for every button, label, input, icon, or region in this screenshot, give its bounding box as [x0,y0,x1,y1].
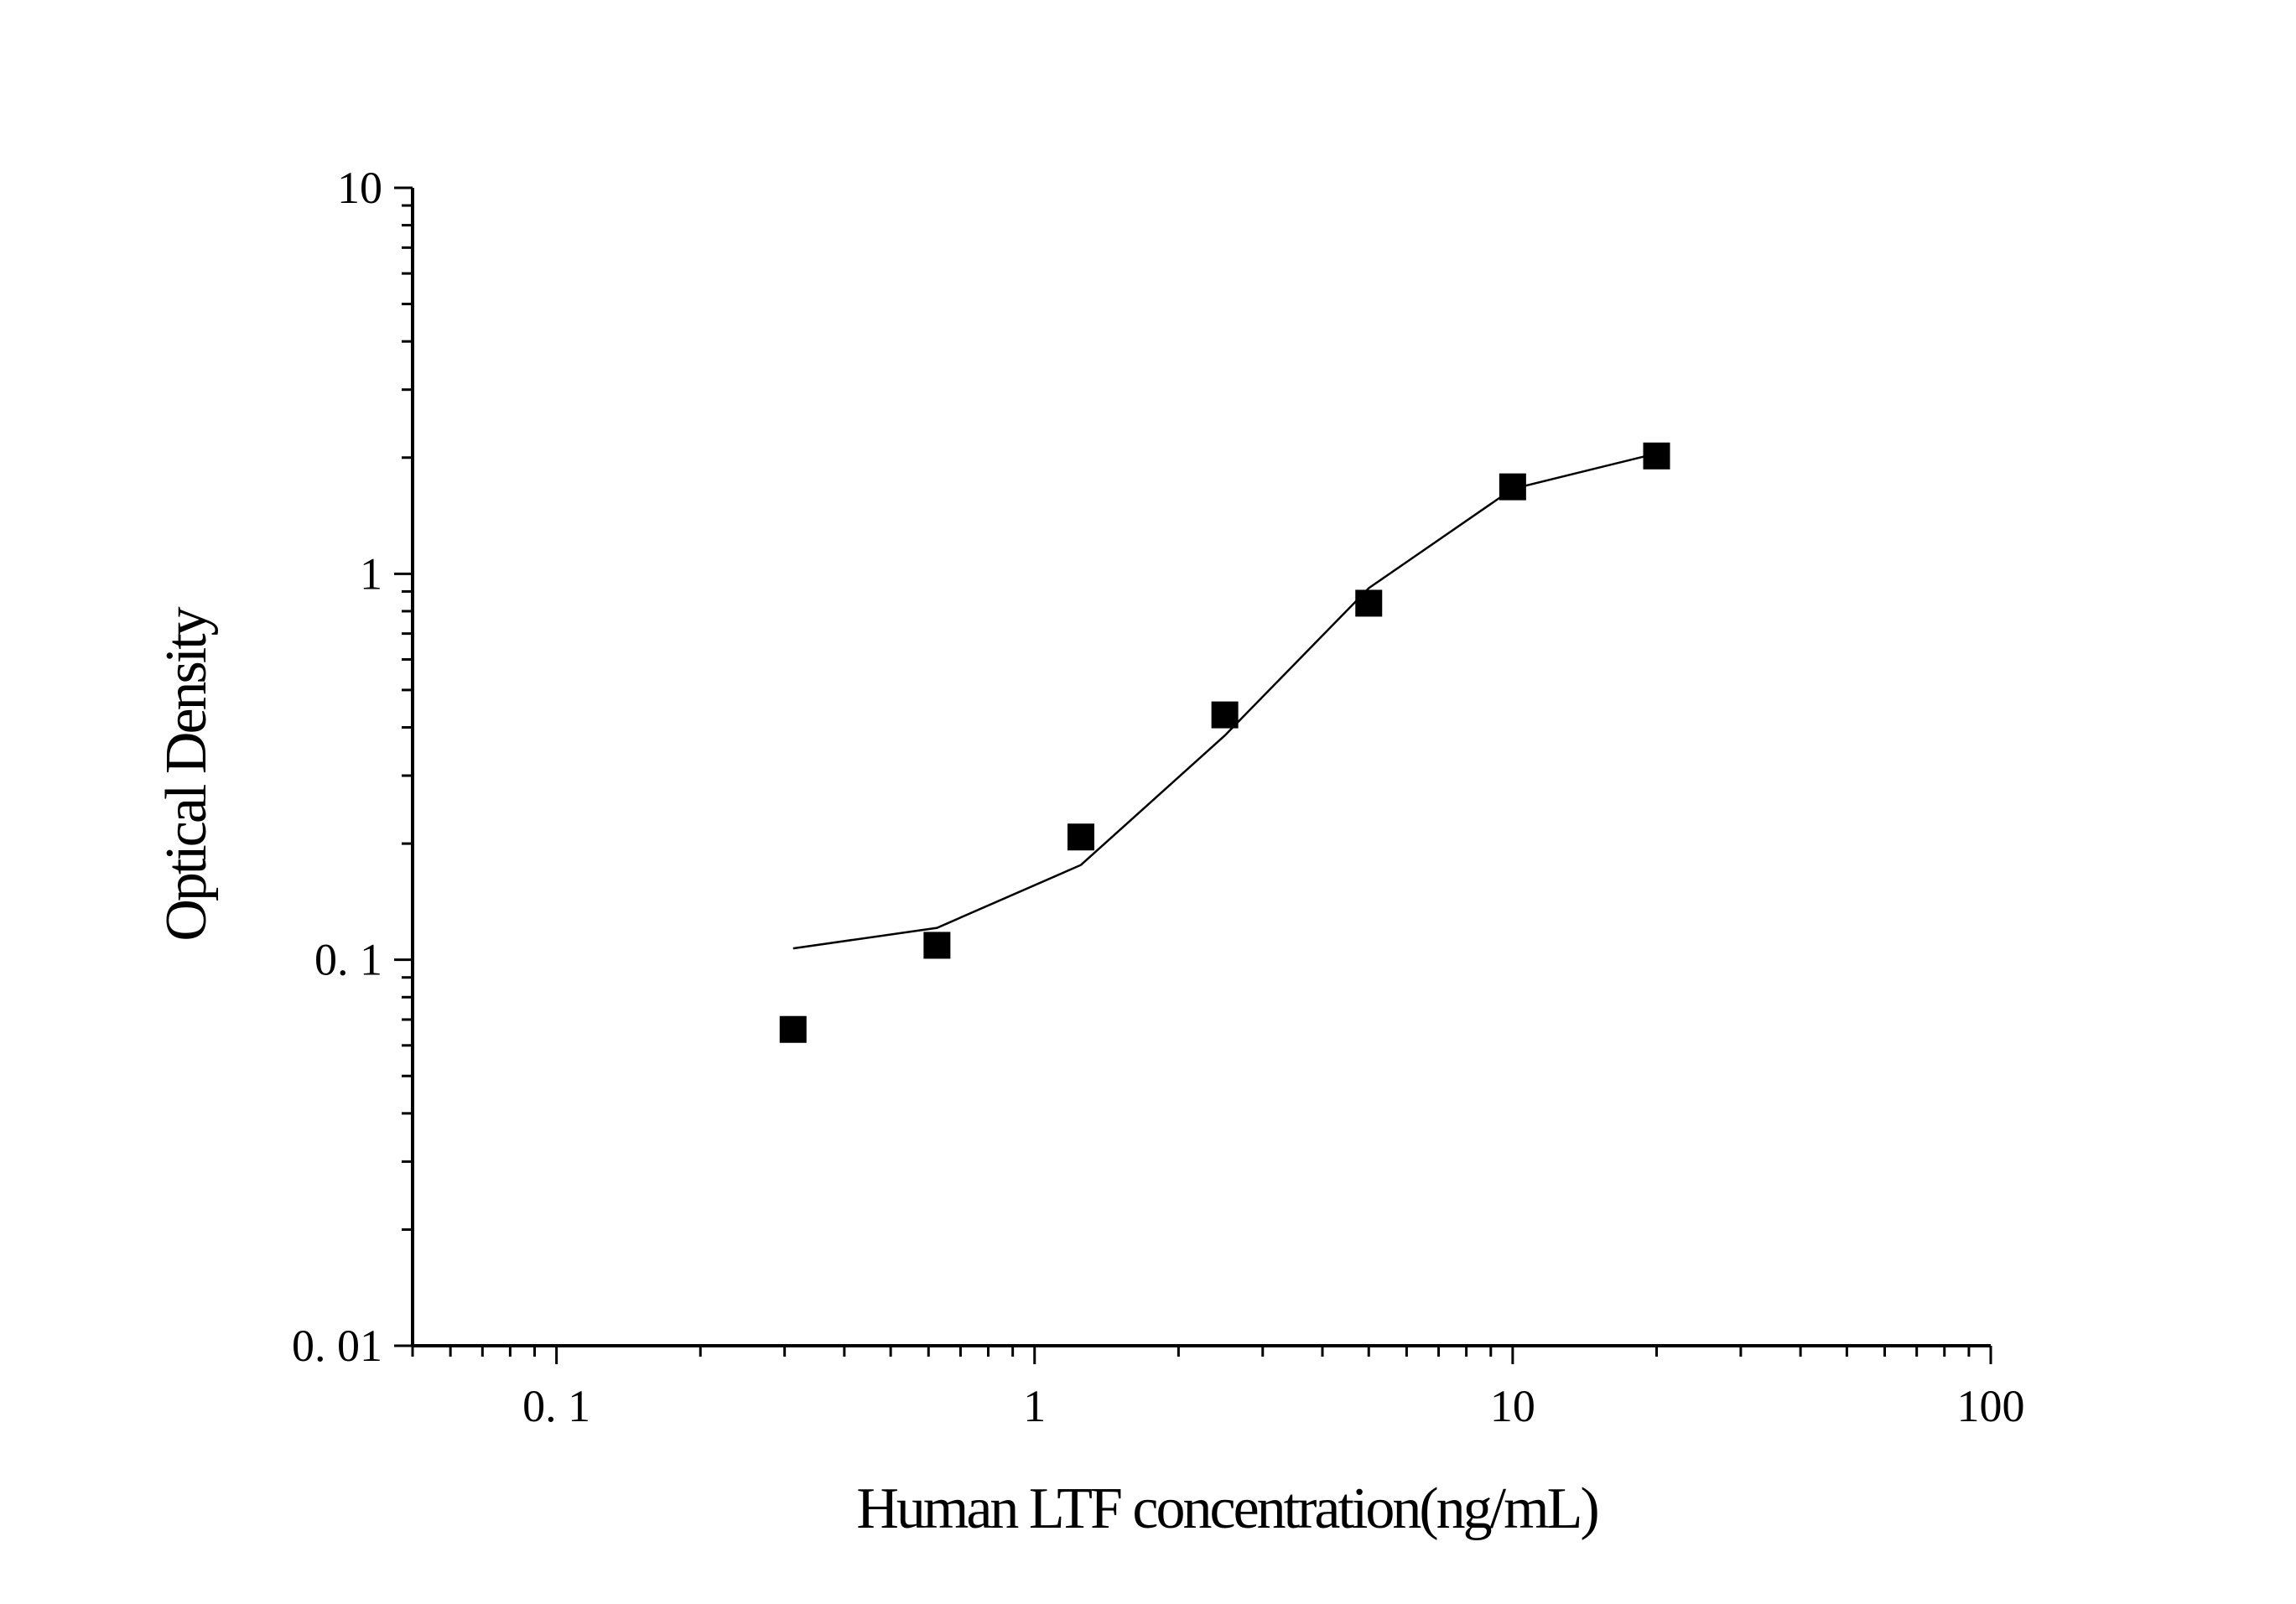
ticks [394,186,1992,1364]
data-point [1355,589,1383,617]
x-tick-label: 10 [1490,1381,1535,1431]
x-tick-label: 1 [1023,1381,1046,1431]
data-point [779,1015,807,1043]
y-tick-label: 1 [360,548,382,599]
y-axis-title: Optical Density [154,606,219,941]
y-tick-label: 0. 01 [292,1321,382,1371]
axes [411,188,1991,1347]
x-tick-label: 0. 1 [522,1381,590,1431]
data-point [1067,823,1095,851]
series-layer [779,442,1670,1043]
data-point [1499,473,1526,501]
fit-curve [792,452,1657,950]
data-point [923,932,951,959]
x-axis-title: Human LTF concentration(ng/mL) [856,1477,1597,1541]
tick-labels: 0. 1 1 10 100 0. 01 0. 1 1 10 [292,163,2025,1431]
data-point [1643,442,1670,470]
x-tick-label: 100 [1957,1381,2025,1431]
data-point [1211,701,1239,729]
y-tick-label: 10 [337,163,382,213]
y-tick-label: 0. 1 [314,935,382,985]
